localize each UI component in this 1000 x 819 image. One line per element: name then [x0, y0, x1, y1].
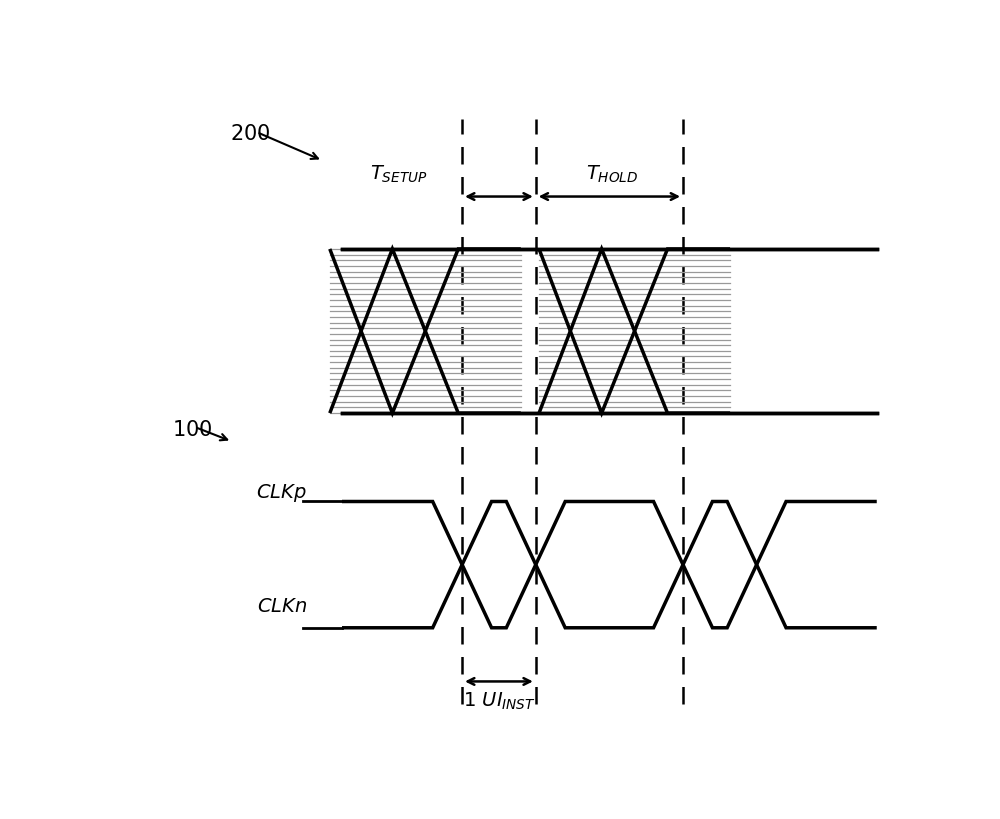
Text: $\mathit{T}_{\mathit{SETUP}}$: $\mathit{T}_{\mathit{SETUP}}$ — [370, 163, 427, 184]
Text: $\mathit{200}$: $\mathit{200}$ — [230, 124, 270, 143]
Text: $\mathit{CLKn}$: $\mathit{CLKn}$ — [257, 597, 307, 615]
Text: $\mathit{100}$: $\mathit{100}$ — [172, 420, 212, 440]
Text: $\mathit{CLKp}$: $\mathit{CLKp}$ — [256, 482, 307, 504]
Text: $\mathit{1\ UI}_{\mathit{INST}}$: $\mathit{1\ UI}_{\mathit{INST}}$ — [463, 690, 535, 711]
Text: $\mathit{T}_{\mathit{HOLD}}$: $\mathit{T}_{\mathit{HOLD}}$ — [586, 163, 638, 184]
